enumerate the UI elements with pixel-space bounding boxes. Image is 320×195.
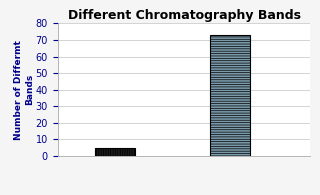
Bar [210,35,250,156]
Y-axis label: Number of Differmt
Bands: Number of Differmt Bands [14,40,34,140]
Bar [95,148,135,156]
Title: Different Chromatography Bands: Different Chromatography Bands [68,9,300,22]
